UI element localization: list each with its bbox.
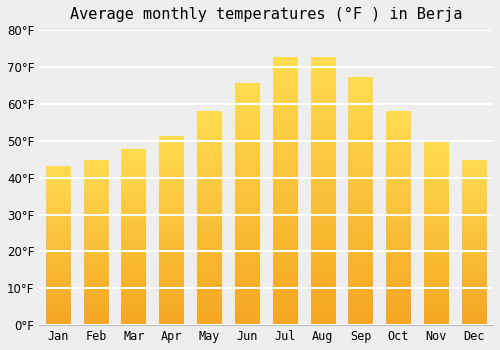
Title: Average monthly temperatures (°F ) in Berja: Average monthly temperatures (°F ) in Be… <box>70 7 462 22</box>
